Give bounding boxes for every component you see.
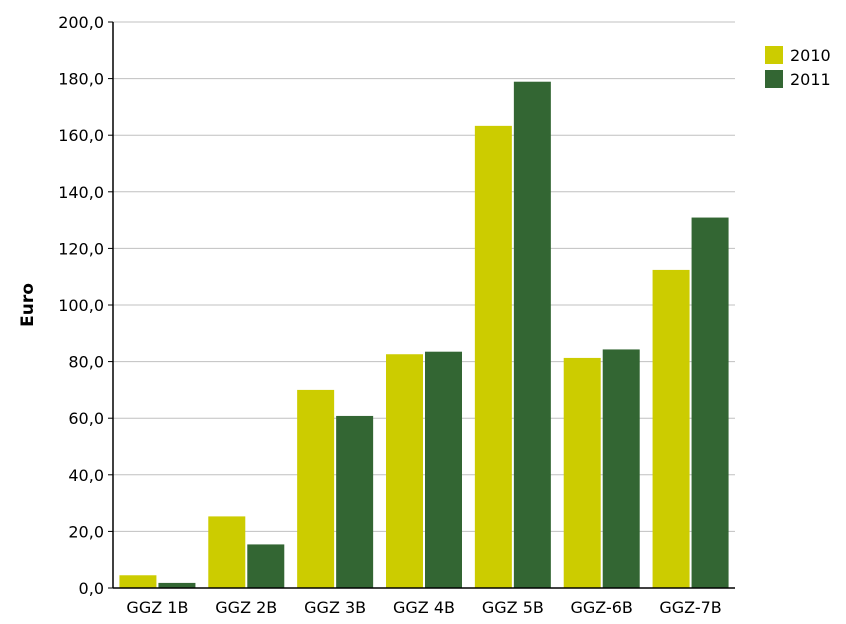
x-tick-label: GGZ-6B xyxy=(571,598,633,617)
x-tick-label: GGZ 1B xyxy=(126,598,188,617)
y-tick-label: 140,0 xyxy=(58,183,104,202)
y-tick-label: 200,0 xyxy=(58,13,104,32)
bar-2011-ggz-3b xyxy=(336,415,374,588)
y-tick-label: 0,0 xyxy=(79,579,104,598)
bar-2011-ggz-1b xyxy=(158,582,196,588)
axes xyxy=(112,22,735,589)
bar-2010-ggz-7b xyxy=(652,269,690,588)
bar-2010-ggz-4b xyxy=(386,354,423,588)
y-tick-label: 40,0 xyxy=(68,466,104,485)
bar-2010-ggz-5b xyxy=(474,125,512,589)
legend-label-2011: 2011 xyxy=(790,70,831,89)
x-tick-label: GGZ 3B xyxy=(304,598,366,617)
y-tick-label: 80,0 xyxy=(68,353,104,372)
y-tick-labels: 0,0 20,0 40,0 60,0 80,0 100,0 120,0 140,0 160,0 1… xyxy=(58,13,104,598)
legend-swatch-2010 xyxy=(765,46,783,64)
x-tick-label: GGZ 2B xyxy=(215,598,277,617)
x-tick-labels: GGZ 1B GGZ 2B GGZ 3B GGZ 4B GGZ 5B GGZ-6B GGZ-… xyxy=(126,598,721,617)
y-axis-title: Euro xyxy=(18,283,38,327)
x-tick-label: GGZ 4B xyxy=(393,598,455,617)
bars xyxy=(119,81,729,589)
y-tick-label: 20,0 xyxy=(68,522,104,541)
y-tick-label: 100,0 xyxy=(58,296,104,315)
y-tick-label: 180,0 xyxy=(58,70,104,89)
bar-2011-ggz-4b xyxy=(425,351,462,588)
bar-2011-ggz-2b xyxy=(247,544,285,588)
bar-2010-ggz-6b xyxy=(563,357,601,588)
bar-2011-ggz-7b xyxy=(691,217,729,589)
bar-2010-ggz-1b xyxy=(119,575,157,588)
legend-label-2010: 2010 xyxy=(790,46,831,65)
bar-2010-ggz-3b xyxy=(297,389,335,588)
y-tick-label: 160,0 xyxy=(58,126,104,145)
bar-2011-ggz-6b xyxy=(602,349,640,588)
legend: 2010 2011 xyxy=(765,46,831,89)
x-tick-label: GGZ 5B xyxy=(482,598,544,617)
y-tick-label: 60,0 xyxy=(68,409,104,428)
bar-2010-ggz-2b xyxy=(208,516,246,588)
y-tick-label: 120,0 xyxy=(58,239,104,258)
legend-swatch-2011 xyxy=(765,70,783,88)
x-tick-label: GGZ-7B xyxy=(659,598,721,617)
bar-2011-ggz-5b xyxy=(513,81,551,588)
